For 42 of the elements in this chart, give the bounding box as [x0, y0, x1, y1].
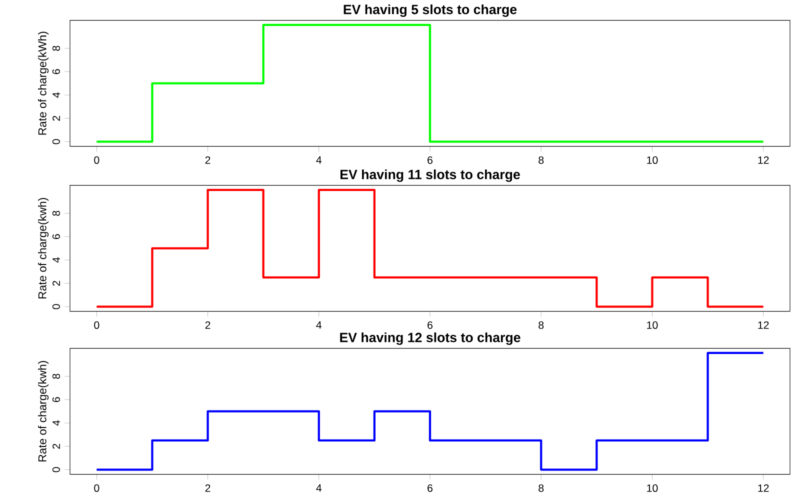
x-tick-label: 8 [538, 321, 544, 329]
x-tick-label: 2 [205, 156, 210, 164]
y-tick-label: 8 [52, 374, 60, 379]
chart-title: EV having 5 slots to charge [344, 4, 517, 17]
x-tick-label: 12 [758, 156, 769, 164]
x-tick-label: 4 [316, 484, 322, 492]
x-tick-label: 8 [538, 484, 544, 492]
y-tick-label: 2 [52, 116, 60, 121]
x-tick-label: 2 [205, 484, 210, 492]
x-tick-label: 6 [428, 484, 432, 492]
x-tick-label: 4 [316, 321, 322, 329]
x-tick-label: 12 [758, 484, 769, 492]
y-tick-label: 8 [52, 46, 60, 51]
x-tick-label: 10 [647, 484, 658, 492]
x-tick-label: 0 [94, 321, 100, 329]
x-tick-label: 8 [538, 156, 544, 164]
x-tick-label: 10 [647, 156, 658, 164]
x-tick-label: 10 [647, 321, 658, 329]
y-tick-label: 2 [52, 444, 60, 449]
y-tick-label: 8 [52, 210, 60, 216]
x-tick-label: 0 [94, 156, 100, 164]
x-tick-label: 6 [428, 321, 432, 329]
x-tick-label: 6 [428, 156, 432, 164]
y-axis-title: Rate of charge(kWh) [38, 32, 49, 135]
y-tick-label: 6 [52, 397, 60, 402]
y-axis-title: Rate of charge(kwh) [38, 198, 49, 298]
chart-title: EV having 11 slots to charge [340, 169, 520, 182]
y-axis-title: Rate of charge(kwh) [38, 360, 49, 462]
y-tick-label: 2 [52, 280, 60, 286]
y-tick-label: 4 [52, 257, 60, 263]
y-tick-label: 6 [52, 69, 60, 74]
x-tick-label: 0 [94, 484, 100, 492]
chart-title: EV having 12 slots to charge [340, 332, 520, 345]
y-tick-label: 6 [52, 234, 60, 239]
y-tick-label: 0 [52, 466, 60, 472]
x-tick-label: 12 [758, 321, 769, 329]
y-tick-label: 4 [52, 420, 60, 426]
y-tick-label: 4 [52, 92, 60, 98]
x-tick-label: 2 [205, 321, 210, 329]
y-tick-label: 0 [52, 138, 60, 144]
x-tick-label: 4 [316, 156, 322, 164]
y-tick-label: 0 [52, 304, 60, 310]
